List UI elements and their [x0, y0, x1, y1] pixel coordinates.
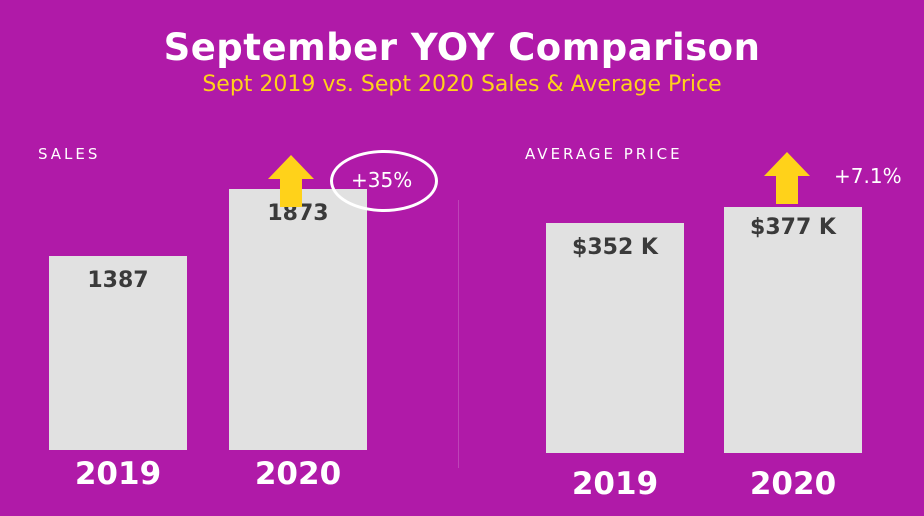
- price-up-arrow-icon: [764, 152, 810, 204]
- price-bar-2020: $377 K: [724, 207, 862, 453]
- price-change-label: +7.1%: [834, 164, 902, 188]
- sales-up-arrow-icon: [268, 155, 314, 207]
- price-bar-2019-label: $352 K: [572, 235, 658, 260]
- sales-xtick-2020: 2020: [254, 456, 342, 492]
- sales-bar-2019-label: 1387: [87, 268, 149, 293]
- panel-divider: [458, 200, 459, 468]
- sales-change-ellipse: [330, 150, 438, 212]
- price-xtick-2019: 2019: [571, 466, 659, 502]
- price-bar-2019: $352 K: [546, 223, 684, 453]
- sales-bar-2019: 1387: [49, 256, 187, 450]
- sales-bar-2020: 1873: [229, 189, 367, 450]
- sales-panel-label: SALES: [38, 145, 101, 163]
- sales-xtick-2019: 2019: [74, 456, 162, 492]
- price-panel-label: AVERAGE PRICE: [525, 145, 683, 163]
- price-xtick-2020: 2020: [749, 466, 837, 502]
- price-bar-2020-label: $377 K: [750, 215, 836, 240]
- sales-change-label: +35%: [351, 168, 413, 192]
- chart-title: September YOY Comparison: [163, 26, 761, 69]
- chart-subtitle: Sept 2019 vs. Sept 2020 Sales & Average …: [202, 72, 722, 97]
